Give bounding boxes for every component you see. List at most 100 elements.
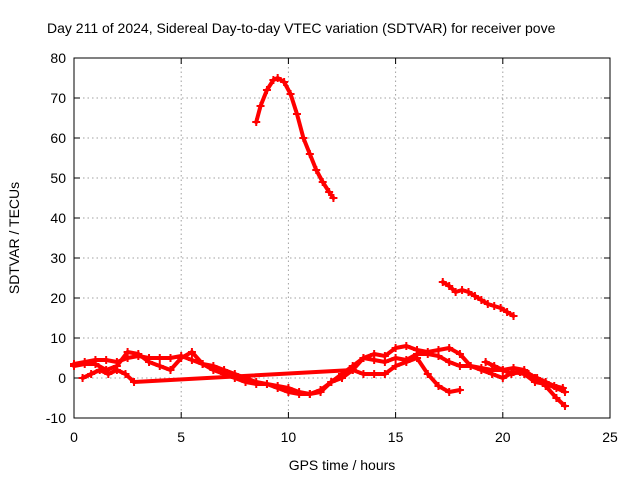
data-point — [541, 378, 550, 386]
data-point — [455, 386, 464, 394]
data-point — [509, 312, 518, 320]
data-point — [80, 360, 89, 368]
data-point — [445, 388, 454, 396]
data-point — [318, 178, 327, 186]
series-group — [70, 74, 569, 410]
data-point — [515, 368, 524, 376]
data-point — [445, 358, 454, 366]
data-point — [273, 384, 282, 392]
data-point — [316, 386, 325, 394]
data-point — [370, 350, 379, 358]
data-point — [445, 282, 454, 290]
x-tick-label: 20 — [495, 429, 511, 445]
data-point — [359, 354, 368, 362]
series-base-c — [78, 354, 464, 396]
data-point — [464, 288, 473, 296]
data-point — [413, 354, 422, 362]
data-point — [455, 350, 464, 358]
data-point — [558, 384, 567, 392]
data-point — [305, 390, 314, 398]
plot-frame — [73, 57, 611, 419]
data-point — [503, 308, 512, 316]
data-point — [348, 366, 357, 374]
data-point — [477, 366, 486, 374]
data-point — [177, 354, 186, 362]
y-tick-label: 80 — [50, 50, 66, 66]
data-point — [95, 366, 104, 374]
data-point — [134, 350, 143, 358]
data-point — [262, 380, 271, 388]
data-point — [262, 86, 271, 94]
data-point — [252, 380, 261, 388]
series-line — [254, 76, 336, 200]
data-point — [130, 378, 139, 386]
data-point — [145, 358, 154, 366]
data-point — [269, 76, 278, 84]
data-point — [292, 110, 301, 118]
data-point — [256, 102, 265, 110]
series-arc-mid — [438, 278, 518, 320]
data-point — [391, 344, 400, 352]
y-tick-label: 30 — [50, 250, 66, 266]
y-tick-label: 70 — [50, 90, 66, 106]
data-point — [560, 402, 569, 410]
data-point — [338, 374, 346, 382]
data-point — [423, 370, 432, 378]
data-point — [252, 118, 261, 126]
data-point — [284, 388, 293, 396]
x-tick-label: 25 — [602, 429, 618, 445]
x-axis-label: GPS time / hours — [289, 457, 396, 473]
data-point — [187, 348, 196, 356]
data-point — [155, 354, 164, 362]
data-point — [391, 362, 400, 370]
y-tick-label: 40 — [50, 210, 66, 226]
data-point — [359, 370, 368, 378]
data-point — [402, 342, 411, 350]
data-point — [391, 354, 400, 362]
data-point — [552, 394, 561, 402]
data-point — [413, 346, 422, 354]
data-point — [329, 194, 338, 202]
data-point — [198, 360, 207, 368]
data-point — [477, 296, 486, 304]
data-point — [498, 374, 507, 382]
data-point — [490, 362, 499, 370]
data-point — [286, 90, 295, 98]
data-point — [423, 348, 432, 356]
data-point — [209, 366, 218, 374]
data-point — [327, 378, 336, 386]
data-point — [87, 370, 96, 378]
data-point — [299, 134, 308, 142]
grid — [74, 58, 610, 418]
data-point — [325, 188, 334, 196]
data-point — [483, 300, 492, 308]
chart-title: Day 211 of 2024, Sidereal Day-to-day VTE… — [47, 20, 556, 36]
data-point — [280, 78, 289, 86]
data-point — [104, 370, 113, 378]
series-line — [483, 360, 565, 390]
data-point — [481, 358, 490, 366]
x-tick-label: 15 — [388, 429, 404, 445]
data-point — [312, 166, 321, 174]
data-point — [402, 358, 411, 366]
y-tick-label: 60 — [50, 130, 66, 146]
data-point — [496, 304, 505, 312]
data-point — [438, 278, 447, 286]
data-point — [470, 292, 479, 300]
data-point — [490, 302, 499, 310]
y-tick-label: -10 — [46, 410, 66, 426]
series-arc-peak — [252, 74, 338, 202]
data-point — [498, 366, 507, 374]
data-point — [533, 374, 542, 382]
data-point — [507, 370, 516, 378]
series-base-d — [481, 358, 567, 392]
data-point — [273, 74, 282, 82]
y-tick-label: 0 — [58, 370, 66, 386]
data-point — [380, 370, 389, 378]
data-point — [123, 348, 132, 356]
data-point — [370, 370, 379, 378]
y-axis-label: SDTVAR / TECUs — [6, 182, 22, 294]
data-point — [166, 366, 175, 374]
